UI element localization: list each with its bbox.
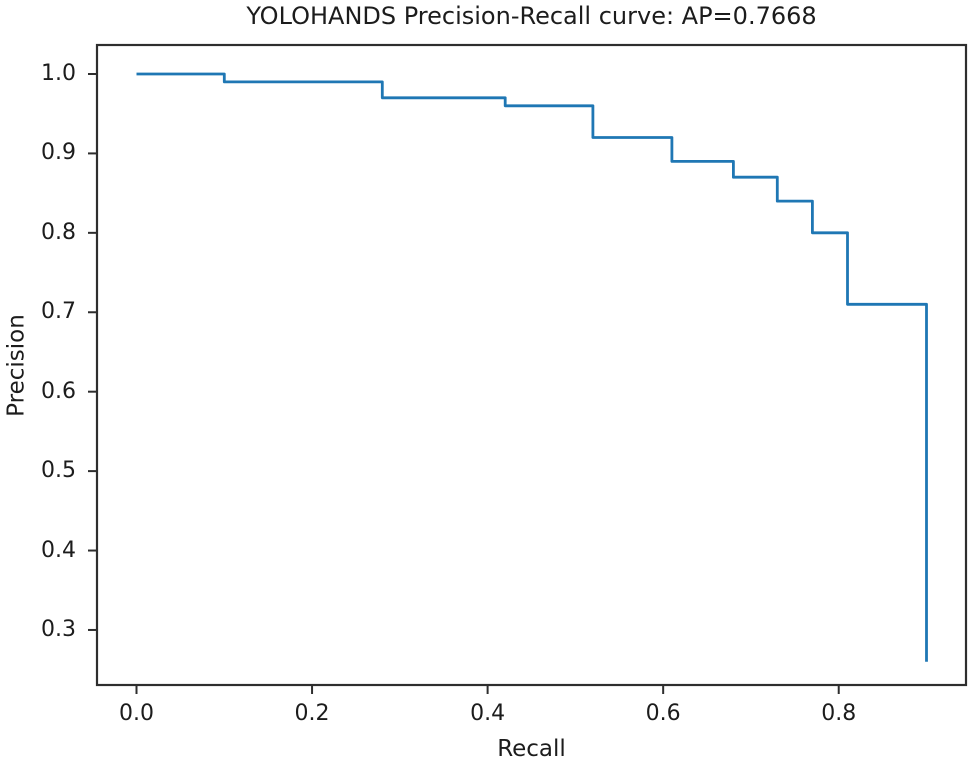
y-tick-label: 0.5	[41, 458, 76, 484]
y-tick-label: 0.4	[41, 537, 76, 563]
plot-frame	[95, 43, 968, 687]
precision-recall-curve-line	[136, 72, 928, 662]
y-axis-label: Precision	[3, 314, 30, 417]
y-tick-label: 1.0	[41, 60, 76, 86]
x-tick-label: 0.0	[119, 701, 154, 726]
y-tick-label: 0.3	[41, 616, 76, 642]
x-tick-label: 0.4	[470, 701, 506, 726]
y-tick-label: 0.9	[41, 140, 76, 166]
x-tick-label: 0.6	[645, 701, 681, 726]
x-tick-label: 0.8	[821, 701, 857, 726]
chart-title: YOLOHANDS Precision-Recall curve: AP=0.7…	[246, 2, 817, 30]
y-tick-label: 0.7	[41, 299, 76, 325]
x-axis-label: Recall	[497, 736, 566, 762]
y-tick-label: 0.8	[41, 219, 76, 245]
y-tick-label: 0.6	[41, 378, 76, 404]
x-tick-label: 0.2	[294, 701, 330, 726]
